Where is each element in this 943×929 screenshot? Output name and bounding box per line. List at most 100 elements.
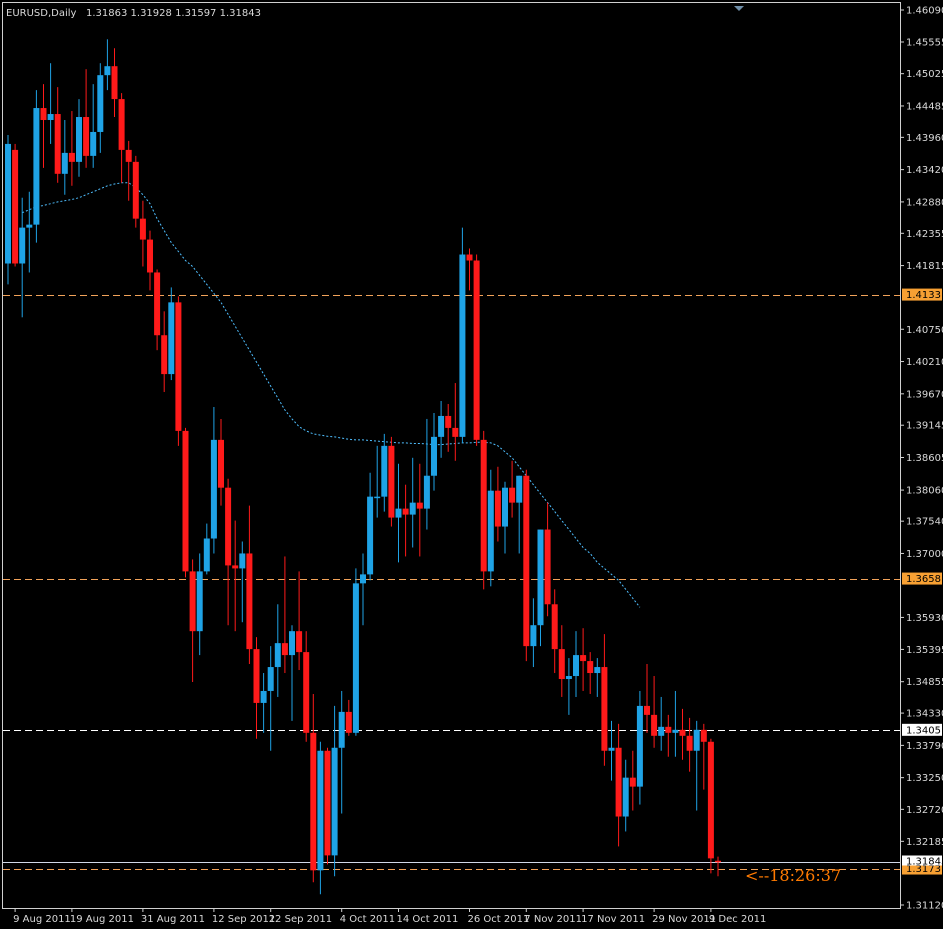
candle-66[interactable]: [473, 254, 480, 446]
candle-97[interactable]: [693, 720, 700, 811]
candle-3[interactable]: [26, 191, 33, 273]
candle-0[interactable]: [5, 134, 11, 285]
candle-40[interactable]: [289, 625, 295, 721]
candle-22[interactable]: [161, 311, 168, 393]
candle-69[interactable]: [494, 466, 501, 542]
candle-13[interactable]: [97, 63, 104, 153]
candle-96[interactable]: [686, 717, 693, 772]
candle-90[interactable]: [644, 664, 650, 733]
candle-49[interactable]: [352, 568, 359, 736]
candle-88[interactable]: [629, 750, 636, 811]
candle-45[interactable]: [324, 747, 331, 865]
candle-99[interactable]: [707, 738, 714, 874]
candle-33[interactable]: [239, 541, 246, 623]
candle-2[interactable]: [19, 197, 26, 318]
candle-82[interactable]: [587, 652, 594, 694]
candle-77[interactable]: [551, 589, 558, 674]
candle-42[interactable]: [303, 631, 310, 742]
candle-92[interactable]: [658, 696, 665, 751]
candle-64[interactable]: [459, 227, 466, 443]
candle-36[interactable]: [260, 673, 267, 733]
candle-6[interactable]: [47, 63, 54, 144]
candle-91[interactable]: [651, 676, 658, 748]
candle-10[interactable]: [76, 99, 82, 177]
candle-67[interactable]: [480, 430, 487, 590]
candle-85[interactable]: [608, 720, 615, 781]
candle-29[interactable]: [210, 406, 217, 554]
candle-100[interactable]: [715, 856, 721, 877]
candle-70[interactable]: [502, 481, 508, 554]
candle-51[interactable]: [367, 472, 374, 581]
candle-4[interactable]: [33, 90, 40, 243]
candle-47[interactable]: [338, 690, 345, 814]
candle-52[interactable]: [374, 445, 381, 518]
candle-93[interactable]: [665, 714, 672, 757]
candle-21[interactable]: [154, 269, 161, 351]
candle-19[interactable]: [139, 200, 146, 267]
candle-58[interactable]: [416, 463, 423, 557]
candle-87[interactable]: [622, 759, 629, 832]
candle-79[interactable]: [565, 658, 572, 715]
candle-54[interactable]: [388, 436, 395, 527]
candle-86[interactable]: [615, 723, 622, 847]
candle-80[interactable]: [573, 631, 579, 697]
candle-59[interactable]: [423, 418, 430, 530]
candle-5[interactable]: [40, 84, 47, 168]
candle-32[interactable]: [232, 520, 239, 632]
candle-8[interactable]: [61, 120, 68, 195]
candle-94[interactable]: [672, 690, 679, 757]
candle-9[interactable]: [68, 111, 75, 186]
candle-78[interactable]: [558, 625, 565, 697]
candle-41[interactable]: [296, 571, 303, 671]
candle-28[interactable]: [203, 523, 210, 575]
candle-23[interactable]: [168, 287, 175, 381]
candle-71[interactable]: [509, 460, 516, 518]
candle-74[interactable]: [530, 598, 537, 668]
candle-61[interactable]: [438, 401, 445, 458]
candle-53[interactable]: [381, 433, 388, 512]
candle-65[interactable]: [466, 248, 473, 291]
candle-46[interactable]: [331, 705, 338, 877]
candle-37[interactable]: [267, 646, 274, 751]
candle-15[interactable]: [111, 48, 118, 118]
candle-84[interactable]: [601, 634, 608, 766]
candle-7[interactable]: [54, 87, 61, 183]
candle-50[interactable]: [360, 553, 366, 626]
candle-81[interactable]: [580, 628, 587, 691]
candle-55[interactable]: [395, 463, 402, 563]
candle-89[interactable]: [636, 690, 643, 805]
candle-14[interactable]: [104, 39, 111, 91]
candle-30[interactable]: [218, 418, 224, 506]
candle-73[interactable]: [523, 469, 530, 662]
candle-57[interactable]: [409, 457, 416, 548]
candle-27[interactable]: [196, 553, 203, 656]
candle-17[interactable]: [125, 140, 132, 201]
candle-24[interactable]: [175, 296, 182, 446]
candle-75[interactable]: [537, 529, 544, 647]
candle-56[interactable]: [402, 484, 409, 557]
candle-1[interactable]: [12, 143, 19, 267]
candle-98[interactable]: [700, 723, 707, 790]
candle-68[interactable]: [487, 469, 494, 587]
candle-35[interactable]: [253, 637, 260, 739]
candle-18[interactable]: [132, 155, 139, 228]
candle-63[interactable]: [452, 383, 459, 461]
candle-26[interactable]: [189, 559, 196, 682]
candle-31[interactable]: [225, 478, 232, 626]
candle-34[interactable]: [246, 505, 253, 665]
candle-11[interactable]: [83, 69, 90, 168]
candle-20[interactable]: [147, 230, 153, 291]
candle-60[interactable]: [431, 412, 437, 491]
candle-76[interactable]: [544, 502, 551, 617]
candle-25[interactable]: [182, 427, 189, 578]
candle-12[interactable]: [90, 84, 97, 168]
candle-44[interactable]: [317, 741, 324, 895]
candle-83[interactable]: [594, 658, 601, 697]
candle-39[interactable]: [281, 556, 288, 674]
candle-48[interactable]: [345, 699, 352, 736]
candle-95[interactable]: [679, 708, 686, 760]
candle-38[interactable]: [274, 604, 281, 697]
candle-43[interactable]: [310, 693, 317, 883]
